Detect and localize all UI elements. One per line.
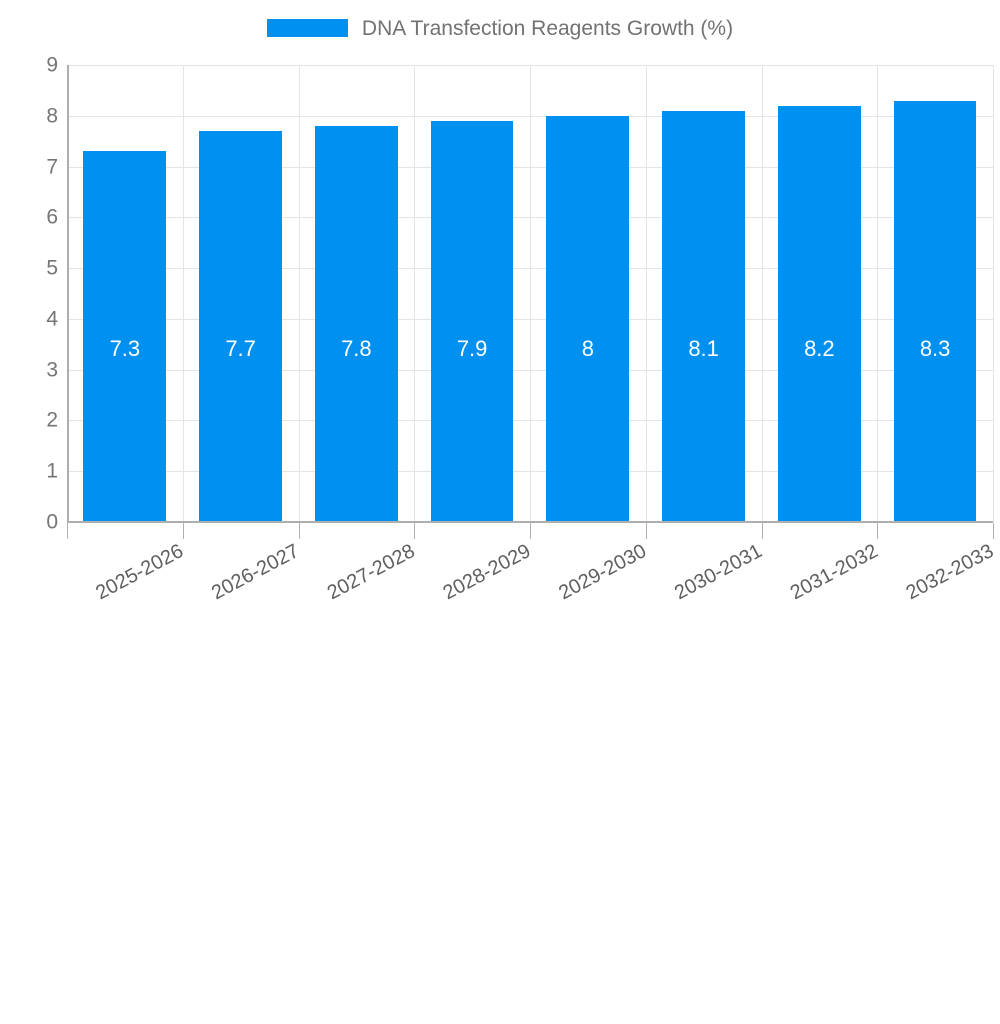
y-axis-tick-label: 6 — [46, 205, 58, 229]
vertical-gridline — [414, 65, 415, 522]
x-axis-tick-mark — [877, 523, 878, 539]
x-axis-tick-mark — [183, 523, 184, 539]
legend-color-swatch — [266, 19, 348, 37]
bar[interactable]: 8.2 — [777, 105, 861, 522]
vertical-gridline — [183, 65, 184, 522]
y-axis-tick-label: 3 — [46, 358, 58, 382]
x-axis-tick-label: 2032-2033 — [902, 540, 998, 605]
bar-value-label: 7.9 — [456, 336, 488, 361]
bar-value-label: 8.1 — [688, 336, 719, 361]
bar-value-label: 7.3 — [109, 336, 141, 361]
chart-legend: DNA Transfection Reagents Growth (%) — [0, 8, 1000, 48]
y-axis-tick-label: 1 — [46, 459, 58, 483]
bar[interactable]: 7.8 — [314, 125, 398, 522]
x-axis-tick-mark — [993, 523, 994, 539]
plot-area: 7.3 7.7 7.8 7.9 8 8.1 8.2 8.3 — [67, 65, 994, 522]
vertical-gridline — [299, 65, 300, 522]
y-axis-tick-label: 0 — [46, 510, 58, 534]
bar-value-label: 7.7 — [225, 336, 256, 361]
x-axis-tick-mark — [299, 523, 300, 539]
y-axis-tick-label: 9 — [46, 53, 58, 77]
bar[interactable]: 8.1 — [662, 110, 745, 522]
x-axis-tick-mark — [530, 523, 531, 539]
x-axis-tick-mark — [414, 523, 415, 539]
y-axis-tick-label: 2 — [46, 408, 58, 432]
y-axis-tick-label: 5 — [46, 256, 58, 280]
bar-value-label: 8 — [581, 336, 594, 361]
legend-label: DNA Transfection Reagents Growth (%) — [361, 16, 734, 40]
x-axis-tick-mark — [67, 523, 68, 539]
bar-value-label: 7.8 — [341, 336, 372, 361]
vertical-gridline — [877, 65, 878, 522]
x-axis-tick-mark — [762, 523, 763, 539]
bar[interactable]: 7.3 — [83, 151, 167, 522]
y-axis-tick-label: 8 — [46, 104, 58, 128]
bar-value-label: 8.3 — [919, 336, 951, 361]
y-axis-line — [67, 65, 69, 523]
y-axis-tick-label: 7 — [46, 155, 58, 179]
y-axis-tick-labels: 0 1 2 3 4 5 6 7 8 9 — [0, 0, 58, 600]
vertical-gridline — [993, 65, 994, 522]
vertical-gridline — [646, 65, 647, 522]
bar[interactable]: 8 — [546, 115, 630, 522]
y-axis-tick-label: 4 — [46, 307, 58, 331]
bar[interactable]: 7.9 — [430, 120, 514, 522]
vertical-gridline — [530, 65, 531, 522]
bar[interactable]: 7.7 — [199, 131, 282, 522]
vertical-gridline — [762, 65, 763, 522]
bar-value-label: 8.2 — [804, 336, 835, 361]
x-axis-tick-mark — [646, 523, 647, 539]
x-axis-line — [67, 521, 993, 523]
legend-entry[interactable]: DNA Transfection Reagents Growth (%) — [266, 16, 734, 40]
bar-chart: DNA Transfection Reagents Growth (%) 0 1 2… — [0, 0, 1000, 605]
bar[interactable]: 8.3 — [893, 100, 977, 522]
